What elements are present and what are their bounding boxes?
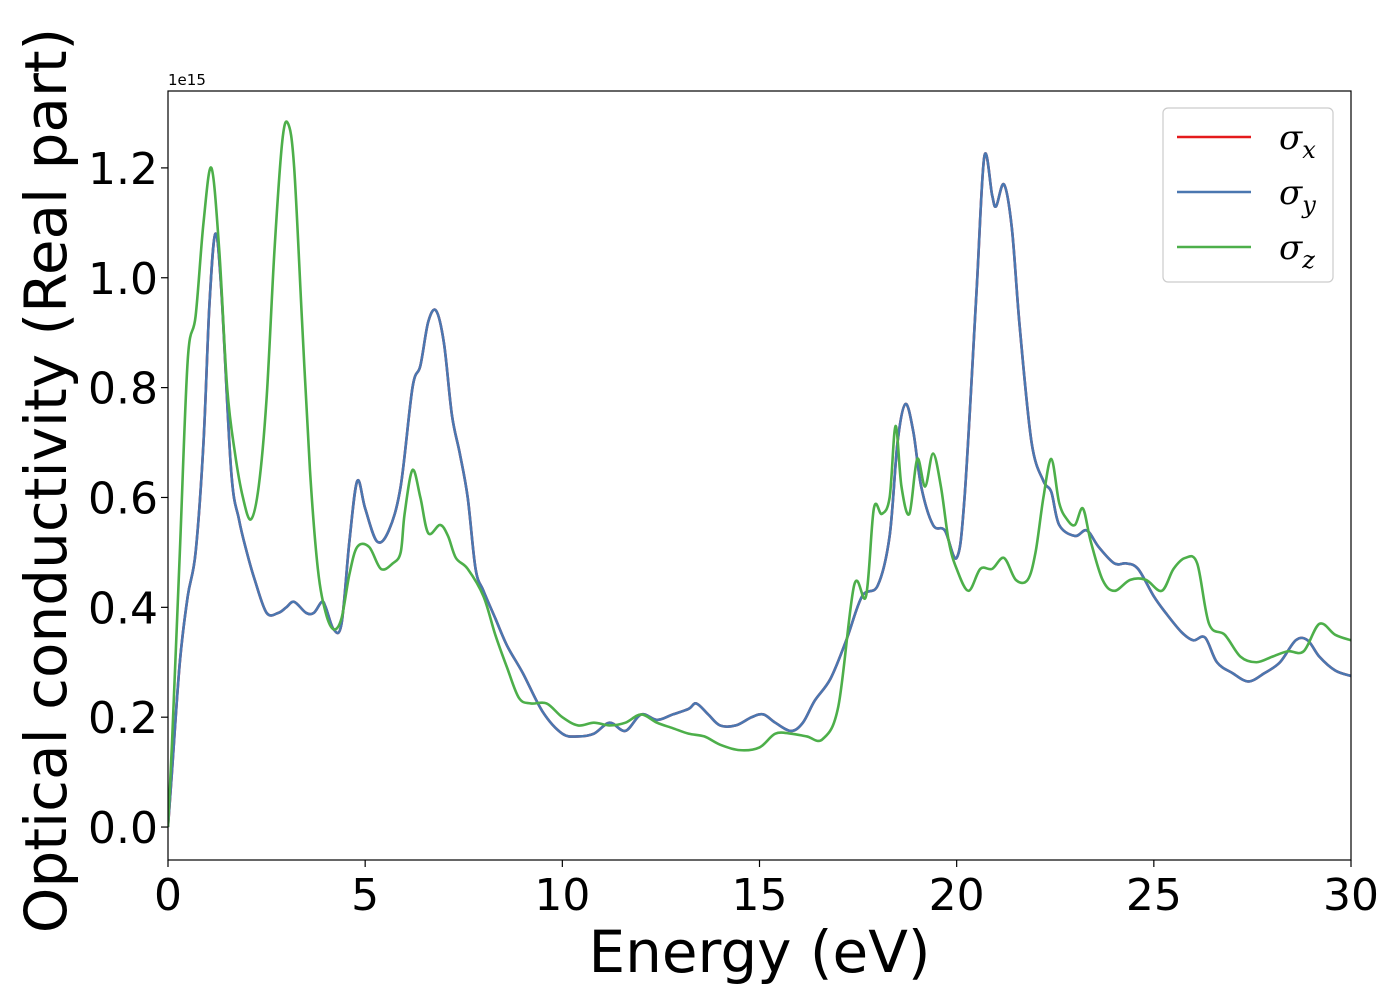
x-tick-label: 5 xyxy=(351,870,379,921)
y-tick-label: 0.6 xyxy=(88,473,158,524)
series-line-z xyxy=(168,120,1351,828)
legend: σx σy σz xyxy=(1162,107,1334,283)
x-axis-label: Energy (eV) xyxy=(588,918,930,986)
y-tick-label: 0.4 xyxy=(88,583,158,634)
y-tick-label: 1.2 xyxy=(88,144,158,195)
x-tick-label: 20 xyxy=(929,870,985,921)
y-tick-label: 0.2 xyxy=(88,693,158,744)
legend-label-z: σz xyxy=(1279,228,1315,274)
y-axis-label: Optical conductivity (Real part) xyxy=(12,28,80,933)
x-tick-label: 10 xyxy=(534,870,590,921)
y-axis-ticks: 0.0 0.2 0.4 0.6 0.8 1.0 1.2 xyxy=(88,144,168,854)
x-tick-label: 15 xyxy=(732,870,788,921)
legend-box xyxy=(1162,107,1334,283)
y-tick-label: 1.0 xyxy=(88,254,158,305)
series-layer xyxy=(168,120,1351,828)
y-axis-offset-text: 1e15 xyxy=(168,71,206,89)
x-tick-label: 30 xyxy=(1323,870,1379,921)
legend-label-x: σx xyxy=(1279,118,1316,164)
legend-label-y: σy xyxy=(1279,173,1316,219)
x-axis-ticks: 0 5 10 15 20 25 30 xyxy=(154,860,1379,921)
x-tick-label: 25 xyxy=(1126,870,1182,921)
series-line-y xyxy=(168,152,1351,828)
y-tick-label: 0.0 xyxy=(88,803,158,854)
y-tick-label: 0.8 xyxy=(88,364,158,415)
x-tick-label: 0 xyxy=(154,870,182,921)
